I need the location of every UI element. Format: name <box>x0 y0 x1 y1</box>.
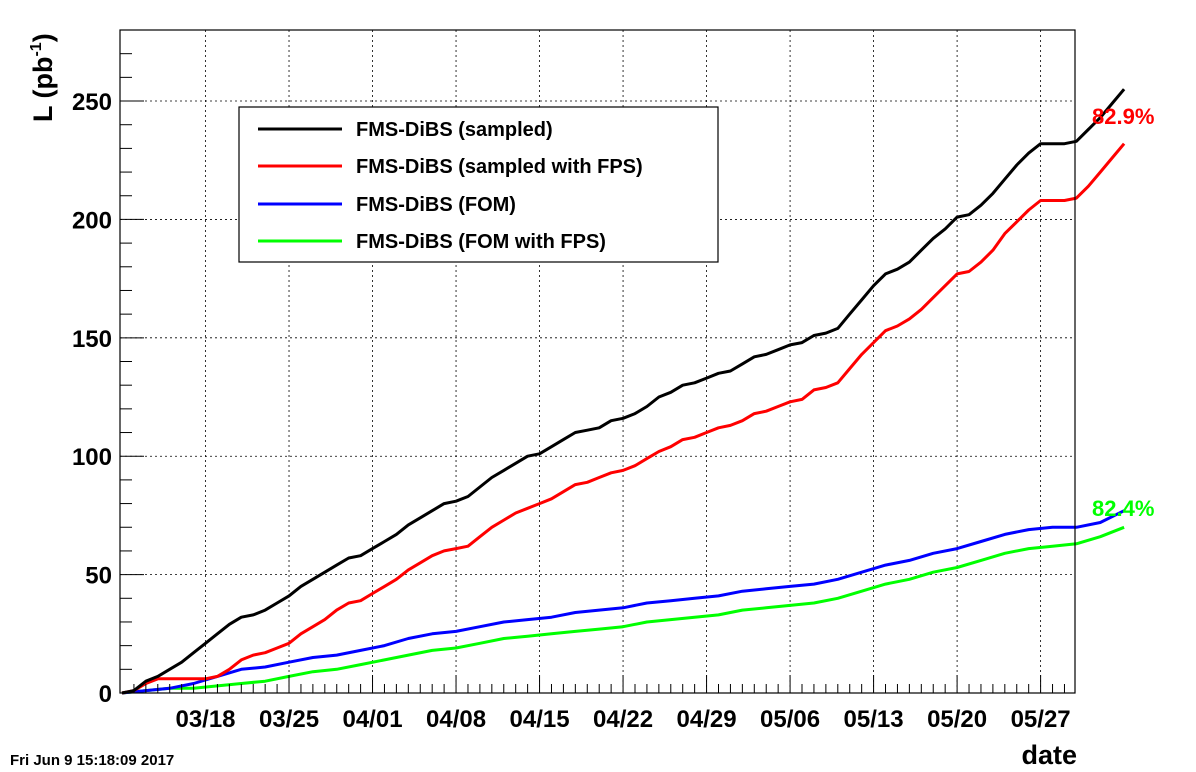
timestamp: Fri Jun 9 15:18:09 2017 <box>10 752 174 769</box>
x-tick-label: 04/22 <box>593 706 653 733</box>
x-tick-labels: 03/18 03/25 04/01 04/08 04/15 04/22 04/29 05/06… <box>175 706 1070 733</box>
y-tick-label: 50 <box>85 563 112 590</box>
series-line <box>121 88 1126 695</box>
y-tick-labels: 0 50 100 150 200 250 <box>72 89 112 708</box>
x-tick-label: 04/15 <box>510 706 570 733</box>
x-tick-label: 03/18 <box>175 706 235 733</box>
legend-label: FMS-DiBS (sampled with FPS) <box>356 156 643 178</box>
axis-ticks <box>120 53 1065 694</box>
series-line <box>121 509 1125 695</box>
y-tick-label: 250 <box>72 89 112 116</box>
legend-label: FMS-DiBS (FOM with FPS) <box>356 231 606 253</box>
legend: FMS-DiBS (sampled) FMS-DiBS (sampled with… <box>238 106 719 263</box>
y-tick-label: 150 <box>72 326 112 353</box>
legend-label: FMS-DiBS (sampled) <box>356 119 553 141</box>
x-tick-label: 04/01 <box>342 706 402 733</box>
x-tick-label: 04/29 <box>677 706 737 733</box>
x-tick-label: 03/25 <box>259 706 319 733</box>
legend-label: FMS-DiBS (FOM) <box>356 194 516 216</box>
x-tick-label: 05/20 <box>927 706 987 733</box>
x-tick-label: 05/13 <box>844 706 904 733</box>
x-tick-label: 05/27 <box>1011 706 1071 733</box>
y-tick-label: 100 <box>72 444 112 471</box>
x-tick-label: 05/06 <box>760 706 820 733</box>
x-tick-label: 04/08 <box>426 706 486 733</box>
percentage-annotation-sampled: 82.9% <box>1092 104 1154 129</box>
legend-box <box>238 106 719 263</box>
y-tick-label: 0 <box>99 681 112 708</box>
series-line <box>121 142 1126 695</box>
y-axis-label: L (pb-1) <box>28 33 58 122</box>
y-tick-label: 200 <box>72 207 112 234</box>
x-axis-label: date <box>1021 740 1077 770</box>
percentage-annotation-fom: 82.4% <box>1092 496 1154 521</box>
